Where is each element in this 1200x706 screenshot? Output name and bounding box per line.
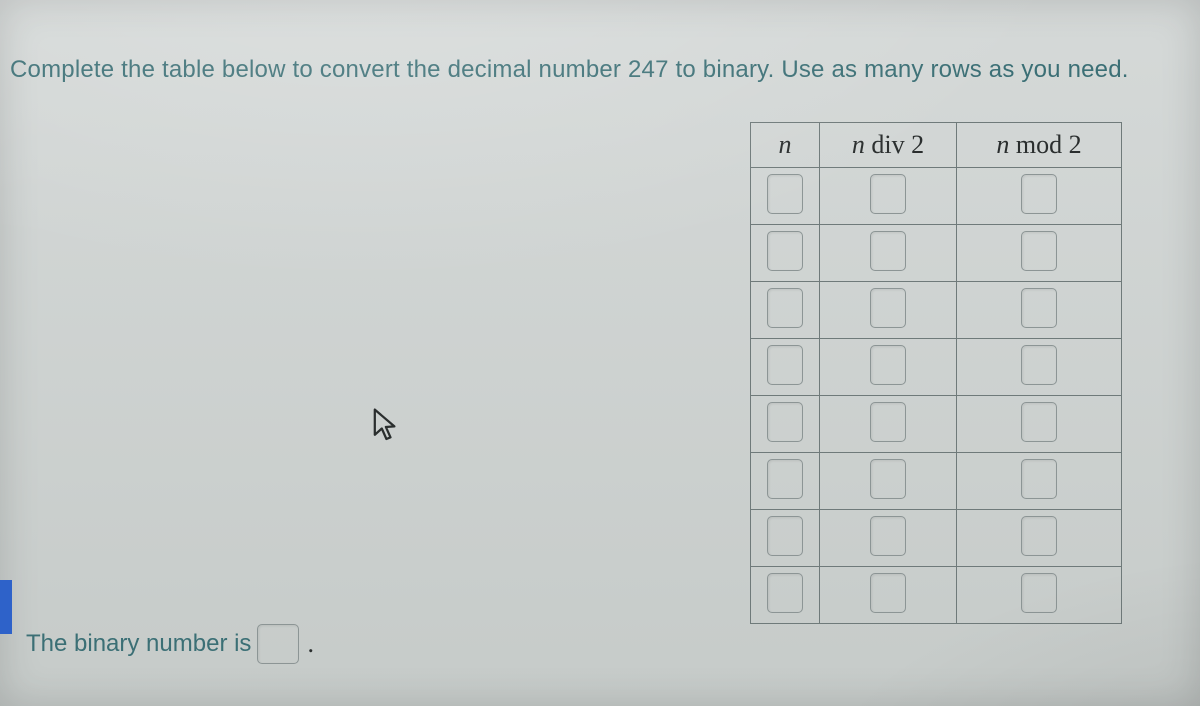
table-cell <box>751 282 820 339</box>
table-cell <box>751 225 820 282</box>
table-cell <box>820 453 957 510</box>
cell-input[interactable] <box>767 402 803 442</box>
table-row <box>751 396 1122 453</box>
instruction-pre: Complete the table below to convert the … <box>10 56 628 83</box>
table-cell <box>820 567 957 624</box>
table-cell <box>751 510 820 567</box>
answer-input[interactable] <box>257 624 299 664</box>
instruction-number: 247 <box>628 56 669 83</box>
table-cell <box>820 339 957 396</box>
header-div-op: div <box>865 130 911 159</box>
answer-line: The binary number is . <box>26 624 314 664</box>
table-row <box>751 567 1122 624</box>
cell-input[interactable] <box>870 573 906 613</box>
table-cell <box>820 282 957 339</box>
cell-input[interactable] <box>767 174 803 214</box>
table-cell <box>820 225 957 282</box>
cell-input[interactable] <box>767 516 803 556</box>
header-mod-k: 2 <box>1069 130 1082 159</box>
cell-input[interactable] <box>767 288 803 328</box>
table-cell <box>957 225 1122 282</box>
header-n: n <box>751 123 820 168</box>
table-cell <box>751 396 820 453</box>
cell-input[interactable] <box>870 459 906 499</box>
cell-input[interactable] <box>870 288 906 328</box>
table-cell <box>957 282 1122 339</box>
cell-input[interactable] <box>1021 459 1057 499</box>
instruction-text: Complete the table below to convert the … <box>10 56 1129 83</box>
table-row <box>751 510 1122 567</box>
table-cell <box>820 396 957 453</box>
table-cell <box>820 168 957 225</box>
table-cell <box>957 168 1122 225</box>
table-cell <box>957 567 1122 624</box>
cell-input[interactable] <box>1021 288 1057 328</box>
cell-input[interactable] <box>1021 231 1057 271</box>
table-row <box>751 282 1122 339</box>
table-cell <box>751 339 820 396</box>
table-cell <box>957 510 1122 567</box>
cell-input[interactable] <box>870 402 906 442</box>
table-cell <box>751 567 820 624</box>
cell-input[interactable] <box>1021 174 1057 214</box>
cell-input[interactable] <box>870 231 906 271</box>
table-row <box>751 225 1122 282</box>
cell-input[interactable] <box>767 345 803 385</box>
table-header-row: n n div 2 n mod 2 <box>751 123 1122 168</box>
cell-input[interactable] <box>870 516 906 556</box>
left-selection-marker <box>0 580 12 634</box>
cell-input[interactable] <box>767 231 803 271</box>
header-n-var: n <box>779 130 792 159</box>
header-n-div-2: n div 2 <box>820 123 957 168</box>
conversion-table: n n div 2 n mod 2 <box>750 122 1122 624</box>
header-mod-var: n <box>996 130 1009 159</box>
table-cell <box>957 453 1122 510</box>
cell-input[interactable] <box>1021 516 1057 556</box>
cell-input[interactable] <box>870 174 906 214</box>
cell-input[interactable] <box>767 459 803 499</box>
header-mod-op: mod <box>1009 130 1068 159</box>
table-row <box>751 339 1122 396</box>
cell-input[interactable] <box>1021 402 1057 442</box>
table-row <box>751 453 1122 510</box>
table-body <box>751 168 1122 624</box>
table-row <box>751 168 1122 225</box>
cell-input[interactable] <box>767 573 803 613</box>
answer-trailing: . <box>307 629 314 659</box>
cell-input[interactable] <box>870 345 906 385</box>
table-cell <box>751 453 820 510</box>
header-div-var: n <box>852 130 865 159</box>
table-cell <box>751 168 820 225</box>
instruction-post: to binary. Use as many rows as you need. <box>669 56 1129 83</box>
header-div-k: 2 <box>911 130 924 159</box>
answer-label: The binary number is <box>26 630 251 658</box>
cell-input[interactable] <box>1021 345 1057 385</box>
header-n-mod-2: n mod 2 <box>957 123 1122 168</box>
table-cell <box>820 510 957 567</box>
question-content: Complete the table below to convert the … <box>10 56 1200 84</box>
cell-input[interactable] <box>1021 573 1057 613</box>
table-cell <box>957 396 1122 453</box>
table-cell <box>957 339 1122 396</box>
cursor-icon <box>372 408 400 442</box>
